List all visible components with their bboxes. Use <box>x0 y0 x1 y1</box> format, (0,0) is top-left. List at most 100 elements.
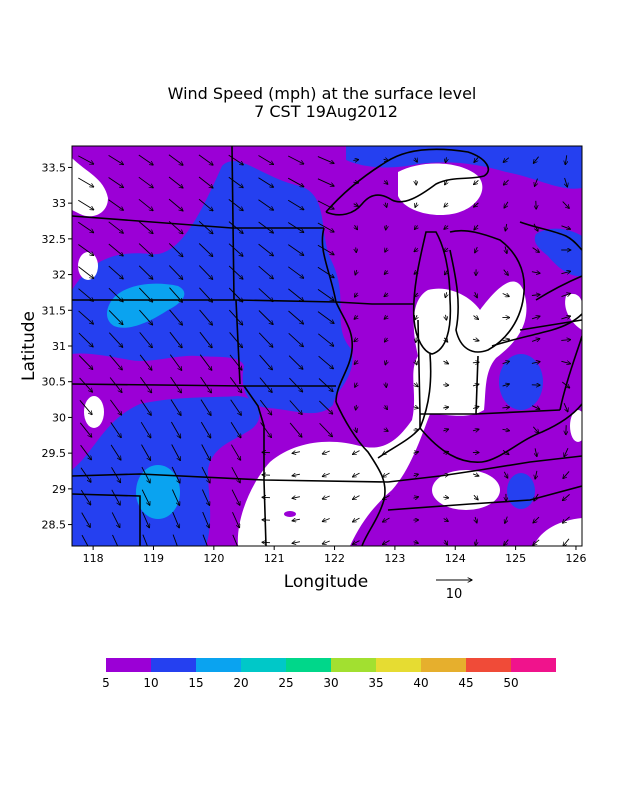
wind-vector-arrow <box>289 377 302 392</box>
wind-vector-arrow <box>561 293 571 298</box>
wind-vector-arrow <box>288 310 304 324</box>
wind-vector-arrow <box>385 405 388 409</box>
wind-vector-arrow <box>108 155 124 164</box>
x-tick-label: 121 <box>264 552 285 565</box>
wind-vector-arrow <box>142 534 149 546</box>
x-tick-label: 123 <box>384 552 405 565</box>
wind-vector-arrow <box>201 444 211 461</box>
wind-vector-arrow <box>414 271 418 274</box>
wind-vector-arrow <box>108 287 123 302</box>
wind-vector-arrow <box>287 177 304 187</box>
wind-vector-arrow <box>353 472 360 477</box>
wind-vector-arrow <box>354 316 358 320</box>
wind-vector-arrow <box>322 541 330 544</box>
wind-vector-arrow <box>228 309 242 325</box>
wind-vector-arrow <box>78 266 93 279</box>
wind-vector-arrow <box>232 512 240 528</box>
wind-vector-arrow <box>232 534 239 546</box>
wind-vector-arrow <box>414 383 418 386</box>
legend-label: 5 <box>102 676 110 690</box>
legend-swatch <box>331 658 376 672</box>
wind-vector-arrow <box>502 429 510 430</box>
wind-vector-arrow <box>110 444 121 460</box>
legend-label: 30 <box>323 676 338 690</box>
wind-vector-arrow <box>319 422 333 436</box>
state-border-east-5 <box>475 409 561 415</box>
wind-vector-arrow <box>317 200 334 209</box>
wind-vector-arrow <box>288 266 303 278</box>
wind-vector-arrow <box>108 265 123 279</box>
wind-vector-arrow <box>472 384 479 386</box>
wind-vector-arrow <box>258 155 274 165</box>
wind-vector-arrow <box>531 362 540 364</box>
wind-vector-arrow <box>531 316 540 319</box>
wind-vector-arrow <box>534 493 539 501</box>
wind-vector-arrow <box>228 154 244 165</box>
wind-vector-arrow <box>443 361 449 364</box>
x-tick-label: 119 <box>143 552 164 565</box>
wind-vector-arrow <box>108 221 124 233</box>
calm-area-southeast <box>432 470 500 510</box>
wind-vector-arrow <box>138 154 153 165</box>
wind-vector-arrow <box>79 422 91 437</box>
legend-label: 45 <box>458 676 473 690</box>
legend-label: 35 <box>368 676 383 690</box>
wind-vector-arrow <box>110 399 121 415</box>
wind-vector-arrow <box>198 220 213 233</box>
wind-vector-arrow <box>109 377 122 393</box>
wind-vector-arrow <box>561 316 570 319</box>
wind-vector-arrow <box>318 355 334 369</box>
wind-vector-arrow <box>564 448 569 457</box>
wind-vector-arrow <box>138 265 153 279</box>
wind-vector-arrow <box>228 176 243 187</box>
wind-vector-arrow <box>443 452 448 454</box>
wind-vector-arrow <box>141 466 150 483</box>
state-border-mid <box>72 383 336 387</box>
wind-vector-arrow <box>287 155 304 164</box>
wind-vector-arrow <box>562 494 570 500</box>
wind-vector-arrow <box>561 361 570 363</box>
wind-vector-arrow <box>139 332 153 347</box>
wind-vector-arrow <box>258 265 274 279</box>
wind-vector-arrow <box>81 534 90 546</box>
y-tick-label: 30 <box>52 411 66 424</box>
legend-swatch <box>466 658 511 672</box>
legend-label: 40 <box>413 676 428 690</box>
wind-vector-arrow <box>383 495 390 500</box>
wind-vector-arrow <box>172 511 180 528</box>
legend-swatch <box>376 658 421 672</box>
wind-vector-arrow <box>199 309 213 325</box>
wind-vector-arrow <box>198 198 213 211</box>
wind-vector-arrow <box>535 470 537 479</box>
wind-vector-arrow <box>231 466 240 483</box>
legend-label: 50 <box>503 676 518 690</box>
wind-vector-arrow <box>318 333 333 346</box>
wind-speed-zone-10-15-north-lake <box>346 146 582 189</box>
wind-vector-arrow <box>353 450 360 455</box>
wind-vector-arrow <box>171 489 179 506</box>
wind-vector-arrow <box>413 497 419 498</box>
wind-vector-arrow <box>385 338 388 342</box>
wind-vector-arrow <box>472 474 479 476</box>
wind-vector-arrow <box>561 271 570 273</box>
wind-vector-arrow <box>386 382 387 388</box>
wind-vector-arrow <box>108 243 123 256</box>
wind-vector-arrow <box>229 332 243 347</box>
wind-vector-arrow <box>170 399 181 416</box>
wind-vector-arrow <box>139 309 152 325</box>
y-tick-label: 31 <box>52 340 66 353</box>
wind-vector-arrow <box>502 294 510 297</box>
wind-vector-arrow <box>317 156 334 164</box>
reference-vector-label: 10 <box>446 587 463 602</box>
wind-vector-arrow <box>287 222 304 233</box>
wind-vector-arrow <box>384 429 388 432</box>
wind-vector-arrow <box>258 199 274 210</box>
wind-vector-arrow <box>531 295 540 296</box>
wind-vector-arrow <box>356 404 357 410</box>
wind-vector-arrow <box>172 534 179 546</box>
wind-vector-arrow <box>561 225 571 229</box>
wind-vector-arrow <box>171 421 180 438</box>
wind-vector-arrow <box>318 378 333 392</box>
wind-vector-arrow <box>353 540 360 545</box>
legend-swatch <box>286 658 331 672</box>
